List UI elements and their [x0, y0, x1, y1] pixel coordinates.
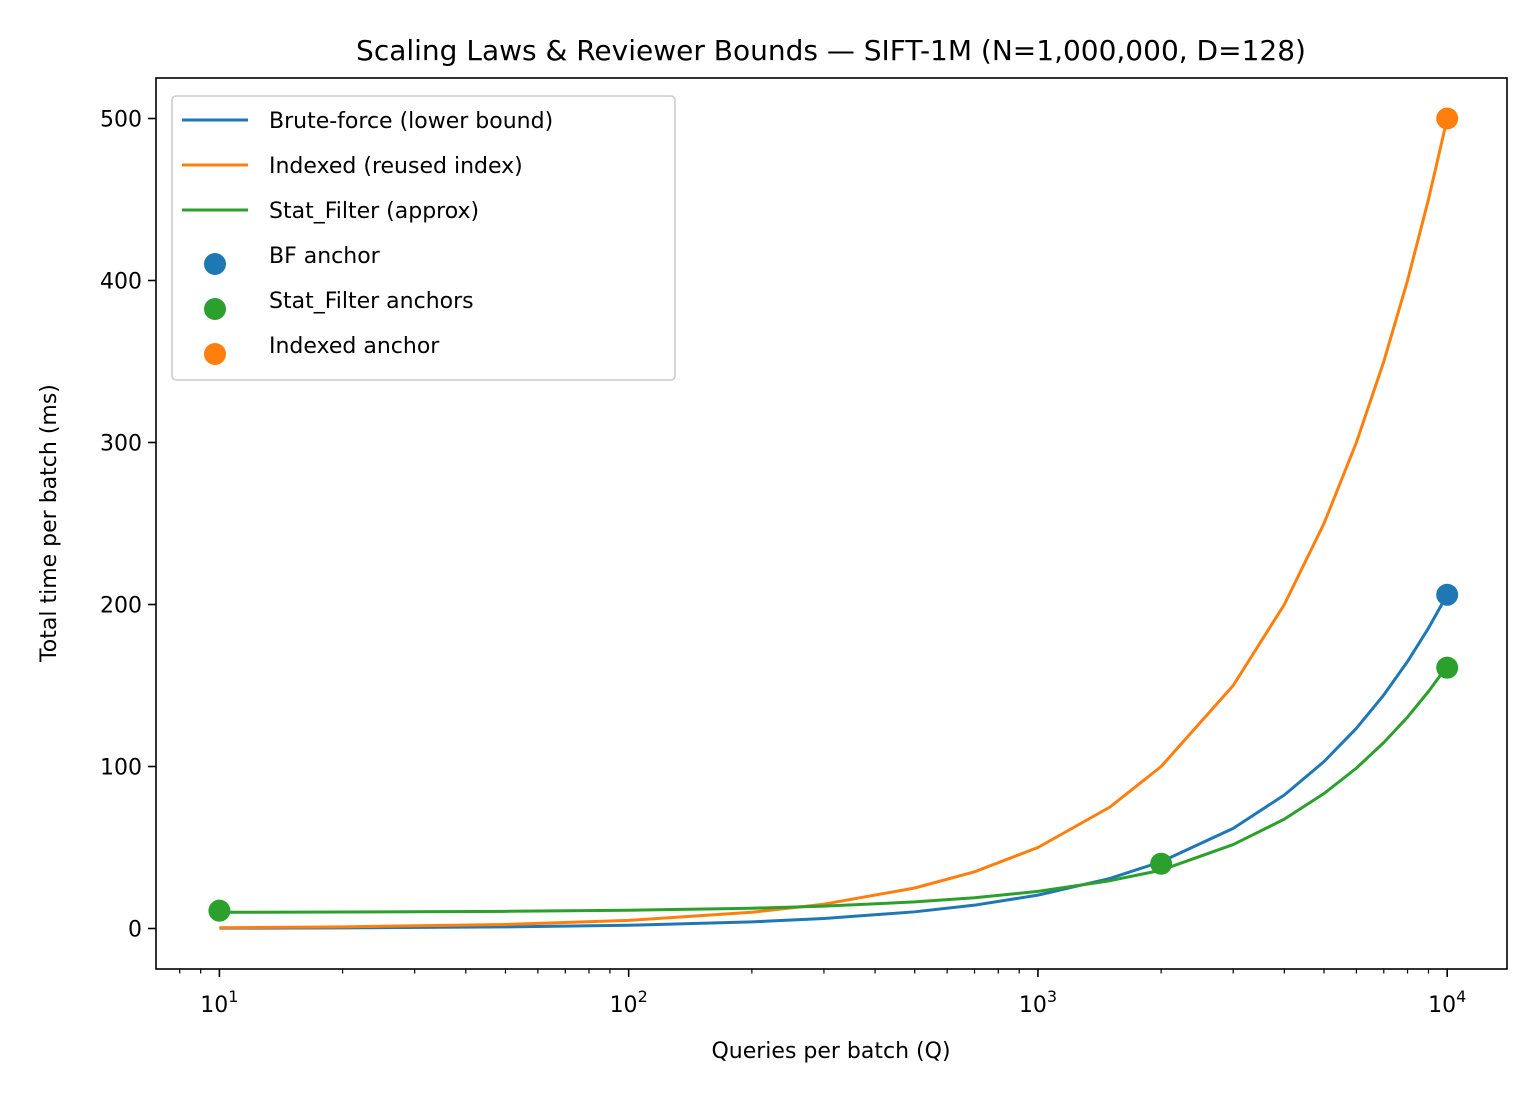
y-tick-label: 400 [100, 270, 142, 295]
anchor-point-5-0 [1436, 107, 1459, 130]
y-axis: 0 100 200 300 400 500 [100, 108, 156, 943]
anchor-point-4-2 [1436, 656, 1459, 679]
anchor-point-4-0 [208, 899, 231, 922]
series-line-0 [219, 594, 1449, 930]
y-tick-label: 500 [100, 108, 142, 133]
x-tick-label: 102 [610, 987, 648, 1018]
legend-label: BF anchor [269, 244, 381, 269]
y-axis-label: Total time per batch (ms) [37, 384, 62, 663]
legend-label: Stat_Filter (approx) [269, 199, 479, 224]
plot-frame [155, 77, 1508, 970]
series-line-2 [219, 665, 1449, 914]
legend-label: Brute-force (lower bound) [269, 109, 553, 134]
anchor-point-4-1 [1150, 852, 1173, 875]
legend: Brute-force (lower bound) Indexed (reused… [171, 95, 676, 381]
legend-box [171, 95, 676, 381]
x-tick-label: 101 [200, 987, 238, 1018]
legend-swatch-marker [204, 253, 226, 275]
legend-label: Indexed (reused index) [269, 154, 523, 179]
legend-swatch-marker [204, 298, 226, 320]
x-axis-label: Queries per batch (Q) [711, 1039, 950, 1064]
legend-label: Stat_Filter anchors [269, 289, 474, 314]
x-axis: 101 102 103 104 [179, 969, 1466, 1018]
legend-swatch-marker [204, 343, 226, 365]
plot-area [208, 107, 1459, 930]
chart-title: Scaling Laws & Reviewer Bounds — SIFT-1M… [356, 34, 1306, 67]
legend-label: Indexed anchor [269, 334, 440, 359]
y-tick-label: 0 [128, 918, 142, 943]
x-tick-label: 103 [1019, 987, 1057, 1018]
x-tick-label: 104 [1428, 987, 1466, 1018]
y-tick-label: 200 [100, 594, 142, 619]
series-line-1 [219, 118, 1449, 930]
y-tick-label: 100 [100, 756, 142, 781]
anchor-point-3-0 [1436, 583, 1459, 606]
y-tick-label: 300 [100, 432, 142, 457]
